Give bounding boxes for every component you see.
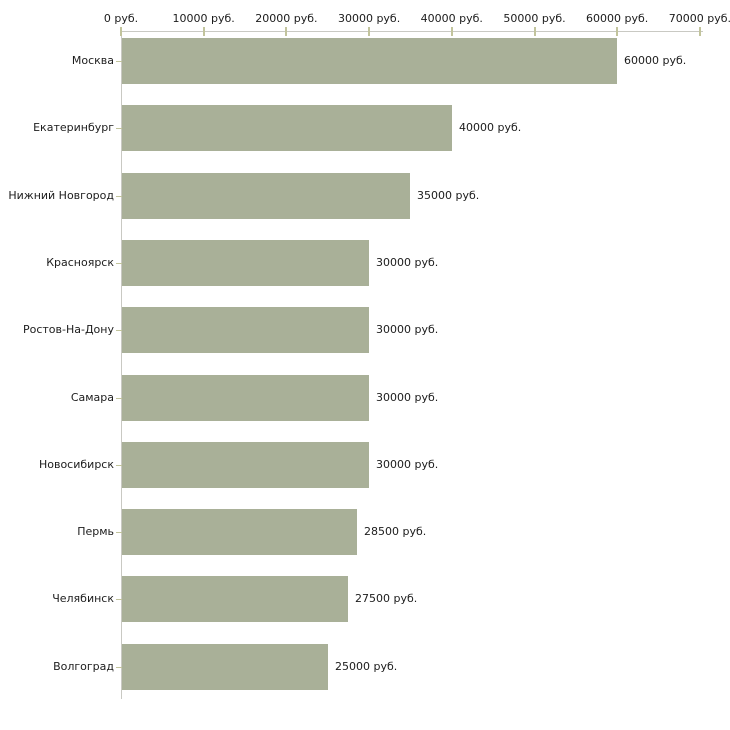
value-label: 35000 руб. [417,188,480,202]
category-label: Пермь [77,525,114,539]
x-axis-tick [616,27,619,36]
category-tick [116,195,122,197]
category-tick [116,464,122,466]
category-label: Новосибирск [38,457,114,471]
category-label: Нижний Новгород [8,188,114,202]
x-axis-tick [450,27,453,36]
bar [122,38,617,84]
category-tick [116,532,122,534]
value-label: 40000 руб. [459,121,522,135]
value-label: 27500 руб. [355,592,418,606]
y-axis-line [121,31,122,699]
x-axis-tick [202,27,205,36]
x-axis-tick [533,27,536,36]
bar [122,509,357,556]
bar [122,172,410,219]
category-tick [116,397,122,399]
bar [122,105,452,152]
category-tick [116,128,122,130]
x-axis-tick [120,27,122,36]
category-label: Екатеринбург [33,121,114,135]
category-tick [116,61,122,62]
category-label: Ростов-На-Дону [22,323,114,337]
value-label: 60000 руб. [624,54,687,67]
x-axis-tick-label: 60000 руб. [586,12,649,25]
category-label: Москва [71,54,114,67]
x-axis-tick-label: 10000 руб. [172,12,235,25]
x-axis-tick-label: 20000 руб. [255,12,318,25]
category-tick [116,666,122,668]
category-tick [116,599,122,601]
x-axis-tick-label: 0 руб. [103,12,139,25]
value-label: 28500 руб. [364,525,427,539]
x-axis-tick [698,27,701,36]
x-axis-tick-label: 50000 руб. [503,12,566,25]
bar [122,239,369,286]
bar [122,441,369,488]
x-axis-line [121,31,703,32]
category-label: Челябинск [52,592,114,606]
value-label: 30000 руб. [376,255,439,269]
x-axis-tick-label: 30000 руб. [337,12,401,25]
bar [122,307,369,354]
value-label: 30000 руб. [376,323,439,337]
value-label: 30000 руб. [376,390,439,404]
bar [122,374,369,421]
x-axis-tick-label: 70000 руб. [668,12,730,25]
bar [122,643,328,690]
x-axis-tick [368,27,371,36]
category-tick [116,330,122,332]
category-label: Волгоград [53,659,114,673]
x-axis-tick-label: 40000 руб. [420,12,483,25]
category-label: Красноярск [46,255,114,269]
x-axis-tick [285,27,288,36]
category-label: Самара [70,390,114,404]
category-tick [116,262,122,264]
value-label: 30000 руб. [376,457,439,471]
value-label: 25000 руб. [335,659,398,673]
bar [122,576,348,623]
